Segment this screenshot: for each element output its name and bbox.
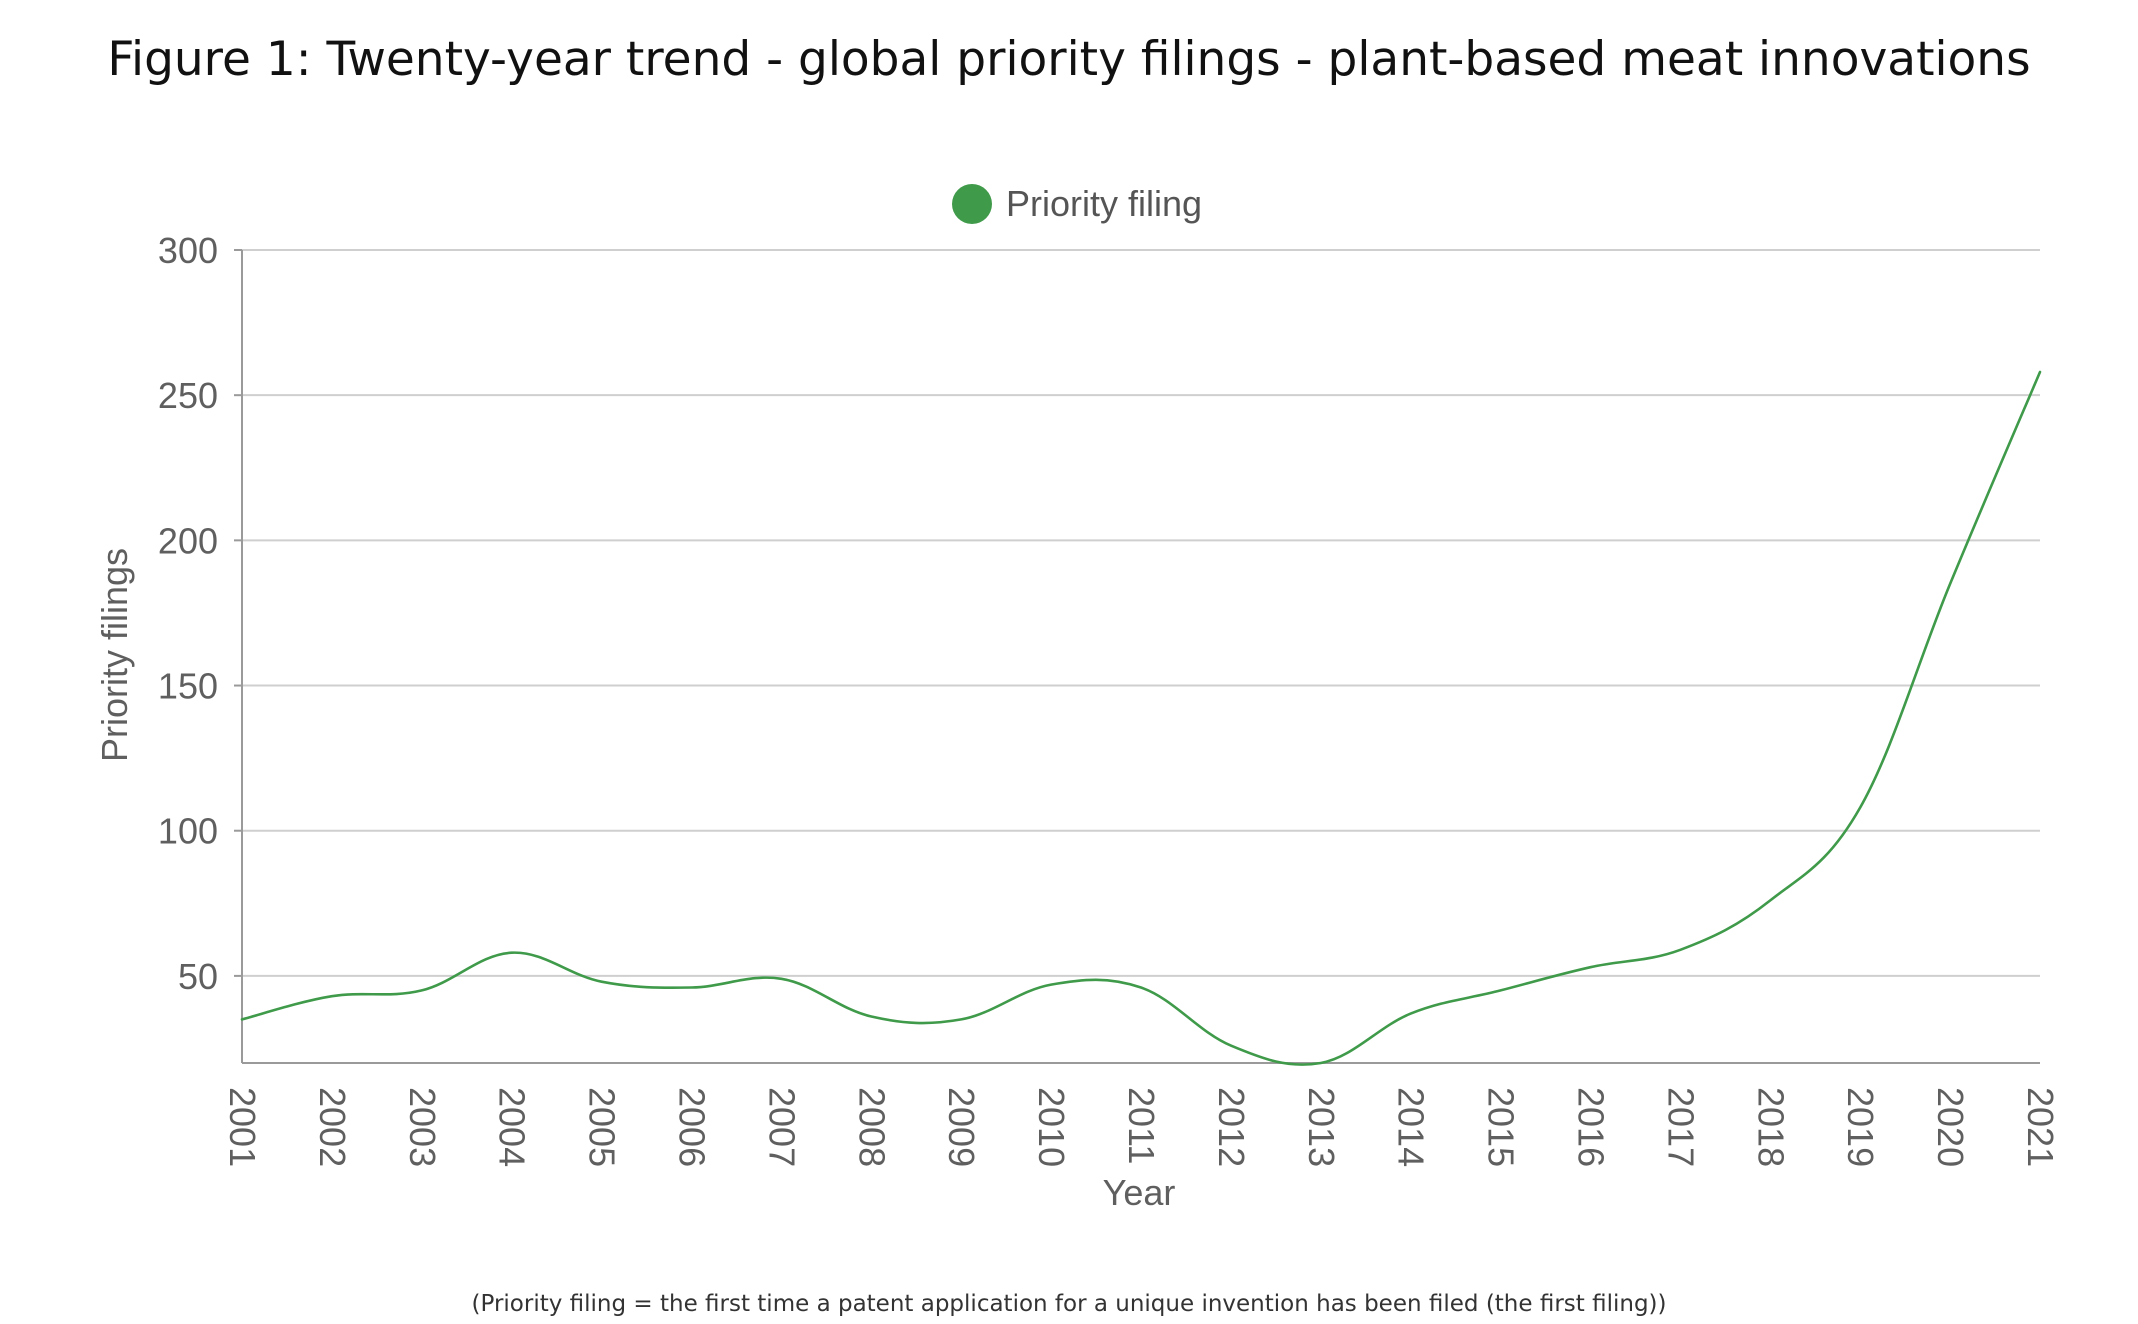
x-tick-label: 2015 xyxy=(1481,1087,1522,1167)
x-tick-label: 2008 xyxy=(851,1087,892,1167)
x-tick-label: 2004 xyxy=(492,1087,533,1167)
x-tick-label: 2021 xyxy=(2020,1087,2061,1167)
x-tick-label: 2007 xyxy=(761,1087,802,1167)
gridlines xyxy=(242,249,2040,977)
x-tick-label: 2013 xyxy=(1301,1087,1342,1167)
y-tick-label: 250 xyxy=(158,375,218,416)
y-tick-label: 200 xyxy=(158,520,218,561)
chart-title: Figure 1: Twenty-year trend - global pri… xyxy=(107,32,2030,87)
y-axis-title: Priority filings xyxy=(94,548,135,762)
y-tick-label: 100 xyxy=(158,811,218,852)
series-line-priority-filing xyxy=(240,370,2042,1066)
x-tick-label: 2018 xyxy=(1750,1087,1791,1167)
y-axis-ticks: 50 100 150 200 250 300 xyxy=(158,230,242,997)
x-tick-label: 2017 xyxy=(1660,1087,1701,1167)
footnote: (Priority filing = the first time a pate… xyxy=(472,1291,1667,1317)
x-axis-ticks: 2001 2002 2003 2004 2005 2006 2007 2008 2009 2010… xyxy=(222,1087,2061,1167)
x-tick-label: 2009 xyxy=(941,1087,982,1167)
y-tick-label: 50 xyxy=(178,956,218,997)
y-tick-label: 150 xyxy=(158,666,218,707)
x-axis-title: Year xyxy=(1103,1172,1176,1213)
x-tick-label: 2001 xyxy=(222,1087,263,1167)
legend-label: Priority filing xyxy=(1006,183,1202,224)
legend-marker xyxy=(952,184,992,224)
x-tick-label: 2012 xyxy=(1211,1087,1252,1167)
x-tick-label: 2014 xyxy=(1391,1087,1432,1167)
series-lines xyxy=(240,370,2042,1066)
x-tick-label: 2003 xyxy=(402,1087,443,1167)
axes xyxy=(241,250,2040,1064)
x-tick-label: 2011 xyxy=(1121,1087,1162,1164)
x-tick-label: 2002 xyxy=(312,1087,353,1167)
y-tick-label: 300 xyxy=(158,230,218,271)
x-tick-label: 2006 xyxy=(672,1087,713,1167)
x-tick-label: 2016 xyxy=(1571,1087,1612,1167)
x-tick-label: 2020 xyxy=(1930,1087,1971,1167)
x-tick-label: 2010 xyxy=(1031,1087,1072,1167)
x-tick-label: 2019 xyxy=(1840,1087,1881,1167)
legend: Priority filing xyxy=(952,183,1202,224)
x-tick-label: 2005 xyxy=(582,1087,623,1167)
